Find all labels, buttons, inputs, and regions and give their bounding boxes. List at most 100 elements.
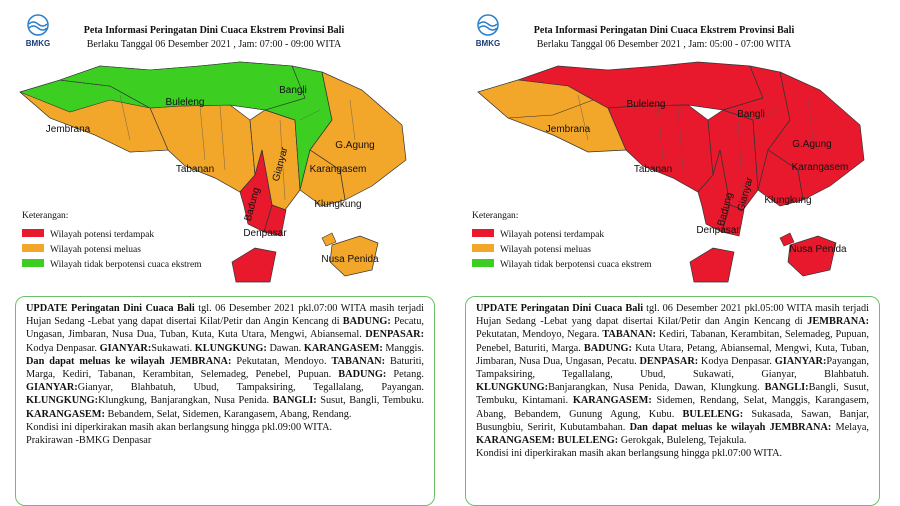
region-label: Tabanan	[176, 164, 214, 175]
text: Pekutatan, Mendoyo, Negara.	[476, 329, 603, 341]
bold-text: KARANGASEM: BULELENG:	[476, 435, 619, 447]
district-lines	[577, 94, 814, 201]
region	[767, 71, 865, 201]
legend-label: Wilayah potensi meluas	[50, 245, 141, 255]
legend-swatch	[472, 259, 494, 267]
logo-waves	[478, 21, 498, 31]
logo-text: BMKG	[26, 39, 50, 48]
update-box: UPDATE Peringatan Dini Cuaca Bali tgl. 0…	[465, 296, 880, 506]
text: Melaya,	[831, 421, 870, 433]
bold-text: UPDATE Peringatan Dini Cuaca Bali	[26, 303, 195, 314]
text: Kodya Denpasar.	[26, 342, 100, 354]
text: Prakirawan -BMKG Denpasar	[26, 435, 152, 447]
text: Payangan, Tampaksiring, Tegallalang, Ubu…	[476, 355, 869, 381]
text: Sidemen, Rendang, Selat, Manggis, Karang…	[476, 395, 869, 420]
update-paragraph: Prakirawan -BMKG Denpasar	[26, 434, 424, 447]
bold-text: GIANYAR:	[26, 382, 78, 394]
text: Baturiti, Marga, Kediri, Tabanan, Keramb…	[26, 355, 425, 381]
bold-text: DENPASAR:	[365, 329, 424, 341]
bold-text: DENPASAR:	[639, 355, 699, 367]
legend-heading: Keterangan:	[22, 211, 68, 221]
legend-label: Wilayah tidak berpotensi cuaca ekstrem	[50, 260, 202, 270]
map-subtitle: Berlaku Tanggal 06 Desember 2021 , Jam: …	[87, 39, 342, 50]
update-paragraph: Kondisi ini diperkirakan masih akan berl…	[476, 447, 869, 460]
region-label: G.Agung	[792, 139, 831, 150]
map-title: Peta Informasi Peringatan Dini Cuaca Eks…	[84, 25, 345, 36]
update-paragraph: UPDATE Peringatan Dini Cuaca Bali tgl. 0…	[476, 302, 869, 447]
region	[721, 204, 745, 237]
map-figure: BMKG Peta Informasi Peringatan Dini Cuaca…	[472, 14, 865, 283]
region-label: Buleleng	[627, 99, 666, 110]
bold-text: JEMBRANA:	[807, 316, 869, 328]
bold-text: BANGLI:	[764, 382, 809, 394]
region-part	[19, 91, 169, 153]
text: Pekutatan, Mendoyo.	[231, 355, 332, 367]
bold-text: BANGLI:	[272, 395, 317, 407]
panel: BMKG Peta Informasi Peringatan Dini Cuaca…	[450, 0, 900, 506]
region-label: Bangli	[737, 109, 765, 120]
region	[329, 235, 379, 277]
region-label: Klungkung	[314, 199, 361, 210]
region-label: Jembrana	[546, 124, 591, 135]
region	[757, 149, 804, 207]
legend-label: Wilayah potensi terdampak	[50, 230, 154, 240]
text: Kondisi ini diperkirakan masih akan berl…	[476, 448, 783, 460]
legend-swatch	[472, 244, 494, 252]
islet	[321, 232, 337, 247]
bold-text: TABANAN:	[331, 355, 386, 367]
bold-text: Dan dapat meluas ke wilayah JEMBRANA:	[629, 421, 832, 433]
district-lines	[119, 94, 356, 201]
text: Bebandem, Selat, Sidemen, Karangasem, Ab…	[104, 408, 352, 420]
map-title: Peta Informasi Peringatan Dini Cuaca Eks…	[534, 25, 795, 36]
update-paragraph: UPDATE Peringatan Dini Cuaca Bali tgl. 0…	[26, 302, 424, 421]
update-paragraph: Kondisi ini diperkirakan masih akan berl…	[26, 421, 424, 434]
text: Kuta Utara, Petang, Abiansemal, Mengwi, …	[476, 342, 870, 367]
legend-swatch	[22, 259, 44, 267]
legend-heading: Keterangan:	[472, 211, 518, 221]
bold-text: KLUNGKUNG:	[194, 342, 267, 354]
text: tgl. 06 Desember 2021 pkl.07:00 WITA mas…	[26, 303, 425, 328]
text: Sukasada, Sawan, Banjar, Busungbiu, Seri…	[476, 408, 869, 433]
text: Pecatu, Ungasan, Jimbaran, Nusa Dua, Tub…	[26, 316, 424, 341]
legend-swatch	[472, 229, 494, 237]
bold-text: KARANGASEM:	[303, 342, 383, 354]
legend-label: Wilayah tidak berpotensi cuaca ekstrem	[500, 260, 652, 270]
bold-text: BADUNG:	[342, 316, 391, 328]
bold-text: GIANYAR:	[99, 342, 152, 354]
region	[309, 71, 407, 201]
region-label: Karangasem	[792, 162, 849, 173]
region	[787, 235, 837, 277]
region-label: Nusa Penida	[789, 244, 847, 255]
text: Kediri, Tabanan, Kerambitan, Selemadeg, …	[476, 329, 869, 354]
region-part	[477, 79, 594, 119]
bold-text: BADUNG:	[338, 369, 387, 381]
region-label: G.Agung	[335, 140, 374, 151]
region-label: Karangasem	[310, 164, 367, 175]
text: Manggis.	[382, 342, 424, 354]
bali-map: Buleleng Bangli G.Agung Jembrana Tabanan Kara…	[477, 61, 865, 283]
region-label: Buleleng	[166, 97, 205, 108]
bold-text: KLUNGKUNG:	[476, 382, 549, 394]
bold-text: GIANYAR:	[774, 355, 827, 367]
bold-text: KLUNGKUNG:	[26, 395, 99, 407]
text: tgl. 06 Desember 2021 pkl.05:00 WITA mas…	[476, 303, 869, 328]
text: Sukawati.	[151, 342, 195, 354]
islet	[779, 232, 795, 247]
text: Klungkung, Banjarangkan, Nusa Penida.	[98, 395, 273, 407]
region-label: Jembrana	[46, 124, 91, 135]
region-label: Tabanan	[634, 164, 672, 175]
region	[689, 247, 735, 283]
legend-swatch	[22, 244, 44, 252]
text: Gianyar, Blahbatuh, Ubud, Tampaksiring, …	[77, 382, 424, 394]
bold-text: BADUNG:	[583, 342, 632, 354]
bold-text: Dan dapat meluas ke wilayah JEMBRANA:	[26, 355, 232, 367]
panel: BMKG Peta Informasi Peringatan Dini Cuaca…	[0, 0, 450, 506]
text: Dawan.	[266, 342, 304, 354]
region-label: Denpasar	[243, 228, 287, 239]
text: Kodya Denpasar.	[698, 355, 775, 367]
region-label: Denpasar	[696, 225, 740, 236]
bold-text: BULELENG:	[682, 408, 744, 420]
region-label: Nusa Penida	[321, 254, 379, 265]
region	[299, 149, 346, 207]
